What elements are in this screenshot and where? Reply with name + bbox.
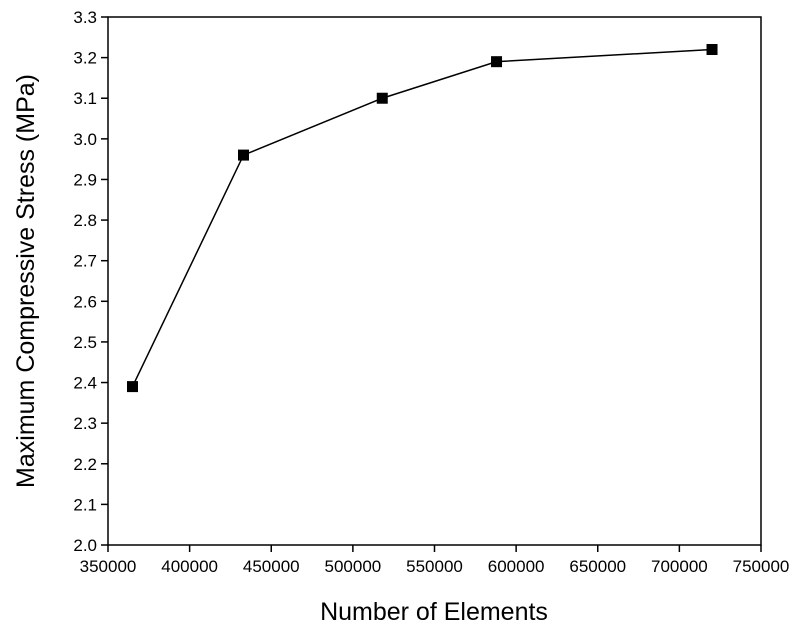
y-tick-label: 2.0 xyxy=(73,536,97,555)
x-axis-ticks: 350000 400000 450000 500000 550000 600000 6500… xyxy=(80,545,790,576)
x-tick-label: 650000 xyxy=(569,557,626,576)
data-point xyxy=(491,56,503,68)
y-tick-label: 2.4 xyxy=(73,374,97,393)
x-tick-label: 500000 xyxy=(325,557,382,576)
x-tick-label: 750000 xyxy=(733,557,790,576)
plot-frame xyxy=(107,16,762,546)
x-tick-label: 550000 xyxy=(406,557,463,576)
x-tick-label: 350000 xyxy=(80,557,137,576)
x-tick-label: 600000 xyxy=(488,557,545,576)
y-tick-label: 2.3 xyxy=(73,414,97,433)
y-tick-label: 2.2 xyxy=(73,455,97,474)
y-tick-label: 2.8 xyxy=(73,211,97,230)
y-tick-label: 2.1 xyxy=(73,495,97,514)
x-tick-label: 450000 xyxy=(243,557,300,576)
data-point xyxy=(237,149,249,161)
data-point xyxy=(126,381,138,393)
y-axis-title: Maximum Compressive Stress (MPa) xyxy=(12,74,40,488)
y-tick-label: 3.1 xyxy=(73,89,97,108)
y-tick-label: 3.0 xyxy=(73,130,97,149)
y-tick-label: 2.6 xyxy=(73,292,97,311)
y-tick-label: 3.3 xyxy=(73,8,97,27)
series-layer xyxy=(126,43,718,393)
x-tick-label: 400000 xyxy=(161,557,218,576)
data-point xyxy=(706,43,718,55)
series-line xyxy=(131,48,713,387)
y-axis-ticks: 2.0 2.1 2.2 2.3 2.4 2.5 2.6 2.7 2.8 2.9 3.0 3.1 3.2 3… xyxy=(73,8,108,555)
data-point xyxy=(376,92,388,104)
y-tick-label: 3.2 xyxy=(73,49,97,68)
x-axis-title: Number of Elements xyxy=(320,598,548,626)
y-tick-label: 2.9 xyxy=(73,170,97,189)
x-tick-label: 700000 xyxy=(651,557,708,576)
y-tick-label: 2.5 xyxy=(73,333,97,352)
y-tick-label: 2.7 xyxy=(73,252,97,271)
